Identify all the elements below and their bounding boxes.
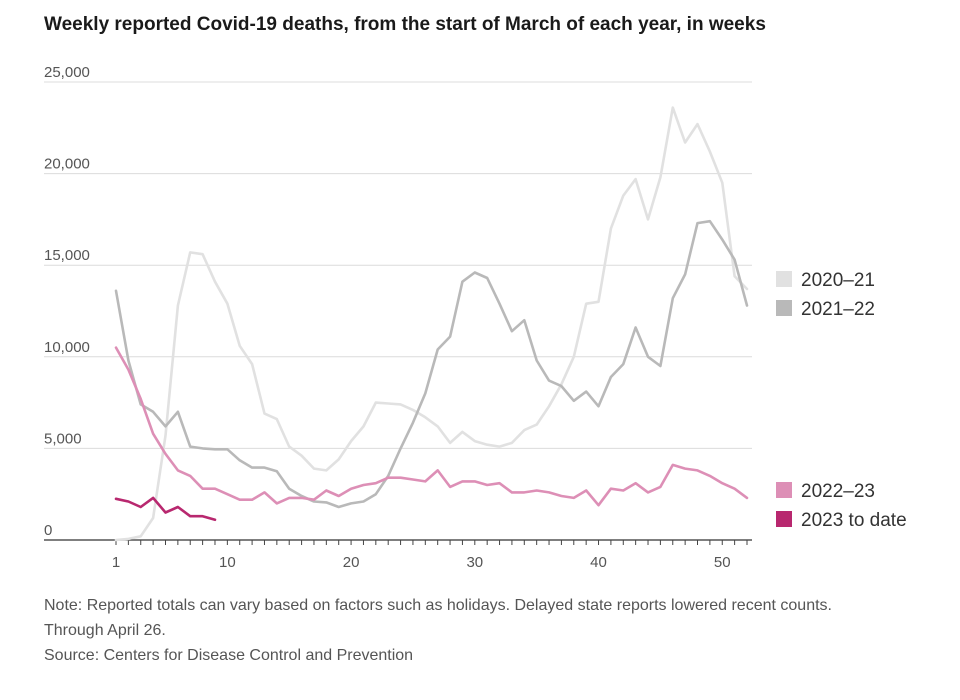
legend-label-0: 2020–21: [801, 270, 875, 291]
chart-title: Weekly reported Covid-19 deaths, from th…: [44, 14, 766, 35]
series-line-0: [114, 106, 749, 542]
y-tick-label: 15,000: [44, 247, 90, 264]
legend-swatch-2: [776, 482, 792, 498]
legend-swatch-3: [776, 511, 792, 527]
x-tick-label: 40: [590, 554, 607, 571]
series-line-1: [114, 219, 749, 509]
y-tick-label: 25,000: [44, 64, 90, 81]
y-tick-label: 0: [44, 522, 52, 539]
x-tick-label: 50: [714, 554, 731, 571]
y-tick-label: 10,000: [44, 339, 90, 356]
x-tick-label: 20: [343, 554, 360, 571]
x-axis: 1 10 20 30 40 50: [44, 539, 752, 571]
series-line-3: [114, 496, 217, 522]
chart-notes: Note: Reported totals can vary based on …: [44, 593, 954, 668]
x-tick-label: 1: [112, 554, 120, 571]
source-text: Source: Centers for Disease Control and …: [44, 647, 414, 664]
series-line-2: [114, 346, 749, 507]
legend-label-2: 2022–23: [801, 481, 875, 502]
x-tick-label: 10: [219, 554, 236, 571]
series-lines: [114, 106, 749, 542]
note-text: Note: Reported totals can vary based on …: [44, 597, 832, 614]
legend: 2020–21 2021–22 2022–23 2023 to date: [776, 270, 907, 531]
y-tick-label: 5,000: [44, 430, 82, 447]
y-tick-label: 20,000: [44, 156, 90, 173]
x-tick-label: 30: [466, 554, 483, 571]
through-date: Through April 26.: [44, 622, 166, 639]
y-axis-ticks: 0 5,000 10,000 15,000 20,000 25,000: [44, 64, 90, 539]
legend-swatch-0: [776, 271, 792, 287]
grid-lines: [44, 81, 752, 449]
legend-swatch-1: [776, 300, 792, 316]
line-chart: 0 5,000 10,000 15,000 20,000 25,000 1 10 20 30 40…: [44, 64, 907, 571]
legend-label-3: 2023 to date: [801, 510, 907, 531]
legend-label-1: 2021–22: [801, 299, 875, 320]
